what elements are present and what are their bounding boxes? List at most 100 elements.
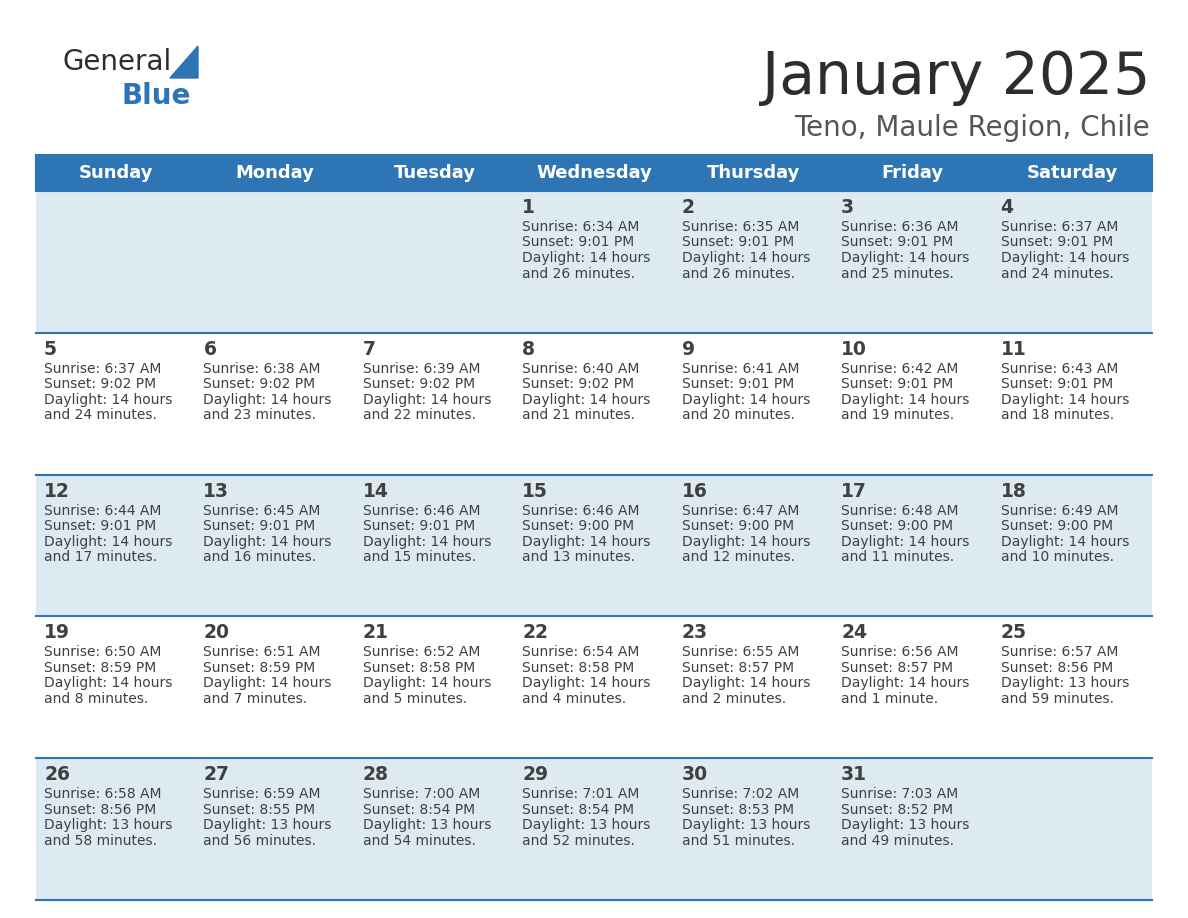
Text: 9: 9 bbox=[682, 340, 695, 359]
Text: Sunrise: 6:48 AM: Sunrise: 6:48 AM bbox=[841, 504, 959, 518]
Text: Tuesday: Tuesday bbox=[393, 164, 475, 182]
Text: Daylight: 14 hours: Daylight: 14 hours bbox=[841, 534, 969, 549]
Bar bbox=[36, 191, 1152, 333]
Text: and 56 minutes.: and 56 minutes. bbox=[203, 834, 316, 847]
Text: Daylight: 13 hours: Daylight: 13 hours bbox=[523, 818, 651, 833]
Text: 10: 10 bbox=[841, 340, 867, 359]
Text: and 15 minutes.: and 15 minutes. bbox=[362, 550, 476, 564]
Text: Daylight: 14 hours: Daylight: 14 hours bbox=[203, 393, 331, 407]
Text: 4: 4 bbox=[1000, 198, 1013, 217]
Text: Sunset: 9:01 PM: Sunset: 9:01 PM bbox=[203, 519, 316, 533]
Bar bbox=[196, 155, 355, 191]
Text: Daylight: 13 hours: Daylight: 13 hours bbox=[44, 818, 172, 833]
Text: Sunset: 9:01 PM: Sunset: 9:01 PM bbox=[1000, 236, 1113, 250]
Text: 25: 25 bbox=[1000, 623, 1026, 643]
Text: Daylight: 14 hours: Daylight: 14 hours bbox=[362, 534, 491, 549]
Text: Sunset: 8:59 PM: Sunset: 8:59 PM bbox=[203, 661, 316, 675]
Text: Sunrise: 6:41 AM: Sunrise: 6:41 AM bbox=[682, 362, 800, 375]
Bar bbox=[36, 333, 1152, 475]
Text: and 52 minutes.: and 52 minutes. bbox=[523, 834, 636, 847]
Text: and 22 minutes.: and 22 minutes. bbox=[362, 409, 475, 422]
Text: and 26 minutes.: and 26 minutes. bbox=[682, 266, 795, 281]
Text: Sunrise: 6:46 AM: Sunrise: 6:46 AM bbox=[523, 504, 640, 518]
Text: Sunset: 9:01 PM: Sunset: 9:01 PM bbox=[362, 519, 475, 533]
Text: 12: 12 bbox=[44, 482, 70, 500]
Text: Daylight: 14 hours: Daylight: 14 hours bbox=[44, 393, 172, 407]
Text: and 8 minutes.: and 8 minutes. bbox=[44, 692, 148, 706]
Text: Sunrise: 6:35 AM: Sunrise: 6:35 AM bbox=[682, 220, 800, 234]
Text: Sunrise: 6:57 AM: Sunrise: 6:57 AM bbox=[1000, 645, 1118, 659]
Bar bbox=[36, 616, 1152, 758]
Text: Sunset: 8:55 PM: Sunset: 8:55 PM bbox=[203, 802, 316, 817]
Text: Daylight: 14 hours: Daylight: 14 hours bbox=[1000, 251, 1129, 265]
Text: Sunrise: 6:46 AM: Sunrise: 6:46 AM bbox=[362, 504, 480, 518]
Text: 15: 15 bbox=[523, 482, 548, 500]
Text: Sunrise: 6:37 AM: Sunrise: 6:37 AM bbox=[1000, 220, 1118, 234]
Text: Monday: Monday bbox=[235, 164, 315, 182]
Text: 3: 3 bbox=[841, 198, 854, 217]
Text: Sunrise: 7:00 AM: Sunrise: 7:00 AM bbox=[362, 788, 480, 801]
Bar bbox=[992, 155, 1152, 191]
Text: and 24 minutes.: and 24 minutes. bbox=[44, 409, 157, 422]
Text: and 25 minutes.: and 25 minutes. bbox=[841, 266, 954, 281]
Text: Sunset: 9:00 PM: Sunset: 9:00 PM bbox=[523, 519, 634, 533]
Text: Sunrise: 6:50 AM: Sunrise: 6:50 AM bbox=[44, 645, 162, 659]
Text: and 11 minutes.: and 11 minutes. bbox=[841, 550, 954, 564]
Text: and 59 minutes.: and 59 minutes. bbox=[1000, 692, 1113, 706]
Text: Sunrise: 6:38 AM: Sunrise: 6:38 AM bbox=[203, 362, 321, 375]
Text: and 18 minutes.: and 18 minutes. bbox=[1000, 409, 1113, 422]
Text: Daylight: 14 hours: Daylight: 14 hours bbox=[841, 393, 969, 407]
Text: 21: 21 bbox=[362, 623, 388, 643]
Text: Sunday: Sunday bbox=[78, 164, 153, 182]
Text: Sunrise: 6:34 AM: Sunrise: 6:34 AM bbox=[523, 220, 639, 234]
Bar bbox=[36, 475, 1152, 616]
Text: 31: 31 bbox=[841, 766, 867, 784]
Text: Daylight: 14 hours: Daylight: 14 hours bbox=[1000, 534, 1129, 549]
Text: 30: 30 bbox=[682, 766, 708, 784]
Text: Sunrise: 6:51 AM: Sunrise: 6:51 AM bbox=[203, 645, 321, 659]
Text: Sunset: 8:57 PM: Sunset: 8:57 PM bbox=[682, 661, 794, 675]
Text: Sunset: 8:57 PM: Sunset: 8:57 PM bbox=[841, 661, 953, 675]
Text: and 19 minutes.: and 19 minutes. bbox=[841, 409, 954, 422]
Text: Sunrise: 7:01 AM: Sunrise: 7:01 AM bbox=[523, 788, 639, 801]
Text: 1: 1 bbox=[523, 198, 535, 217]
Text: Sunrise: 6:44 AM: Sunrise: 6:44 AM bbox=[44, 504, 162, 518]
Text: 11: 11 bbox=[1000, 340, 1026, 359]
Text: Saturday: Saturday bbox=[1026, 164, 1118, 182]
Text: and 51 minutes.: and 51 minutes. bbox=[682, 834, 795, 847]
Text: Daylight: 14 hours: Daylight: 14 hours bbox=[523, 251, 651, 265]
Text: Daylight: 14 hours: Daylight: 14 hours bbox=[203, 534, 331, 549]
Text: and 10 minutes.: and 10 minutes. bbox=[1000, 550, 1113, 564]
Text: Sunrise: 6:43 AM: Sunrise: 6:43 AM bbox=[1000, 362, 1118, 375]
Text: 8: 8 bbox=[523, 340, 536, 359]
Text: Sunset: 9:00 PM: Sunset: 9:00 PM bbox=[1000, 519, 1113, 533]
Text: Daylight: 14 hours: Daylight: 14 hours bbox=[682, 534, 810, 549]
Text: Teno, Maule Region, Chile: Teno, Maule Region, Chile bbox=[795, 114, 1150, 142]
Text: Daylight: 14 hours: Daylight: 14 hours bbox=[44, 534, 172, 549]
Text: General: General bbox=[62, 48, 171, 76]
Text: Sunrise: 7:02 AM: Sunrise: 7:02 AM bbox=[682, 788, 800, 801]
Text: Daylight: 14 hours: Daylight: 14 hours bbox=[682, 393, 810, 407]
Text: and 26 minutes.: and 26 minutes. bbox=[523, 266, 636, 281]
Text: Sunrise: 6:36 AM: Sunrise: 6:36 AM bbox=[841, 220, 959, 234]
Text: Sunrise: 6:58 AM: Sunrise: 6:58 AM bbox=[44, 788, 162, 801]
Text: and 12 minutes.: and 12 minutes. bbox=[682, 550, 795, 564]
Text: Sunrise: 6:39 AM: Sunrise: 6:39 AM bbox=[362, 362, 480, 375]
Text: and 54 minutes.: and 54 minutes. bbox=[362, 834, 475, 847]
Text: Sunset: 9:02 PM: Sunset: 9:02 PM bbox=[44, 377, 156, 391]
Text: 14: 14 bbox=[362, 482, 388, 500]
Text: and 13 minutes.: and 13 minutes. bbox=[523, 550, 636, 564]
Text: 22: 22 bbox=[523, 623, 549, 643]
Bar bbox=[36, 758, 1152, 900]
Text: Daylight: 14 hours: Daylight: 14 hours bbox=[1000, 393, 1129, 407]
Text: 28: 28 bbox=[362, 766, 388, 784]
Text: Wednesday: Wednesday bbox=[536, 164, 652, 182]
Text: Sunrise: 6:47 AM: Sunrise: 6:47 AM bbox=[682, 504, 800, 518]
Text: Daylight: 13 hours: Daylight: 13 hours bbox=[1000, 677, 1129, 690]
Bar bbox=[833, 155, 992, 191]
Text: Sunrise: 6:45 AM: Sunrise: 6:45 AM bbox=[203, 504, 321, 518]
Text: Sunset: 8:54 PM: Sunset: 8:54 PM bbox=[523, 802, 634, 817]
Text: Sunrise: 6:59 AM: Sunrise: 6:59 AM bbox=[203, 788, 321, 801]
Text: and 1 minute.: and 1 minute. bbox=[841, 692, 939, 706]
Text: Sunset: 9:01 PM: Sunset: 9:01 PM bbox=[523, 236, 634, 250]
